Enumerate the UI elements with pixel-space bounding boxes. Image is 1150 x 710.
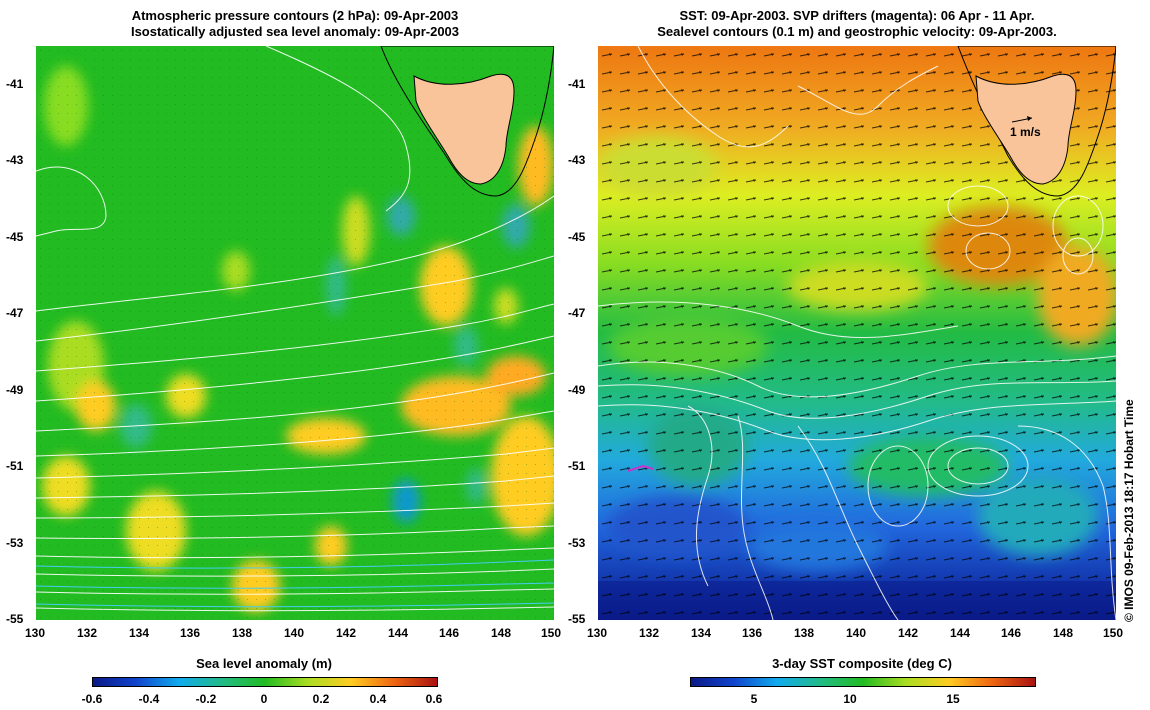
cyan-contours bbox=[36, 559, 554, 608]
lon-tick: 134 bbox=[129, 626, 150, 640]
lon-tick: 134 bbox=[691, 626, 712, 640]
left-title: Atmospheric pressure contours (2 hPa): 0… bbox=[36, 8, 554, 40]
colorbar-tick: -0.2 bbox=[195, 692, 217, 706]
sst-map: 1 m/s bbox=[598, 46, 1116, 620]
sealevel-contours bbox=[598, 46, 1116, 620]
lon-tick: 148 bbox=[1053, 626, 1074, 640]
colorbar-tick: 0.2 bbox=[312, 692, 330, 706]
lon-tick: 130 bbox=[25, 626, 46, 640]
colorbar-tick: 10 bbox=[843, 692, 857, 706]
velocity-scale-label: 1 m/s bbox=[1010, 125, 1041, 139]
colorbar-tick: 5 bbox=[750, 692, 758, 706]
lon-tick: 146 bbox=[439, 626, 460, 640]
lat-tick: -41 bbox=[568, 77, 586, 91]
lon-tick: 144 bbox=[950, 626, 971, 640]
right-title-line2: Sealevel contours (0.1 m) and geostrophi… bbox=[657, 24, 1057, 39]
velocity-scale-arrow bbox=[1011, 116, 1033, 123]
lon-tick: 138 bbox=[232, 626, 253, 640]
left-title-line2: Isostatically adjusted sea level anomaly… bbox=[130, 24, 460, 39]
left-title-line1: Atmospheric pressure contours (2 hPa): 0… bbox=[131, 8, 459, 23]
lat-tick: -41 bbox=[6, 77, 24, 91]
tasmania-coastline-outline bbox=[380, 46, 554, 197]
lon-tick: 142 bbox=[336, 626, 357, 640]
lon-tick: 140 bbox=[284, 626, 305, 640]
lat-tick: -47 bbox=[568, 306, 586, 320]
lon-tick: 132 bbox=[639, 626, 660, 640]
lat-tick: -49 bbox=[6, 383, 24, 397]
sst-svg bbox=[598, 46, 1116, 620]
lon-tick: 138 bbox=[794, 626, 815, 640]
colorbar-tick: 0 bbox=[260, 692, 268, 706]
lon-tick: 136 bbox=[742, 626, 763, 640]
colorbar-tick: 15 bbox=[946, 692, 960, 706]
left-colorbar-title: Sea level anomaly (m) bbox=[196, 656, 332, 671]
colorbar-tick: 0.6 bbox=[425, 692, 443, 706]
right-title: SST: 09-Apr-2003. SVP drifters (magenta)… bbox=[598, 8, 1116, 40]
lon-tick: 148 bbox=[491, 626, 512, 640]
lat-tick: -53 bbox=[568, 536, 586, 550]
lat-tick: -49 bbox=[568, 383, 586, 397]
lon-tick: 130 bbox=[587, 626, 608, 640]
lat-tick: -51 bbox=[568, 459, 586, 473]
sst-colorbar bbox=[690, 677, 1036, 687]
lat-tick: -43 bbox=[6, 153, 24, 167]
lon-tick: 144 bbox=[388, 626, 409, 640]
tasmania-land bbox=[413, 73, 515, 185]
sea-level-colorbar bbox=[92, 677, 438, 687]
lat-tick: -43 bbox=[568, 153, 586, 167]
lat-tick: -53 bbox=[6, 536, 24, 550]
pressure-contours bbox=[36, 46, 554, 612]
svp-drifter-track bbox=[627, 464, 654, 472]
lon-tick: 146 bbox=[1001, 626, 1022, 640]
lon-tick: 150 bbox=[541, 626, 562, 640]
lat-tick: -45 bbox=[6, 230, 24, 244]
lat-tick: -55 bbox=[6, 612, 24, 626]
sea-level-anomaly-map bbox=[36, 46, 554, 620]
tasmania-land bbox=[975, 73, 1077, 185]
imos-credit: © IMOS 09-Feb-2013 18:17 Hobart Time bbox=[1122, 399, 1136, 622]
lon-tick: 136 bbox=[180, 626, 201, 640]
right-colorbar-title: 3-day SST composite (deg C) bbox=[772, 656, 952, 671]
lat-tick: -45 bbox=[568, 230, 586, 244]
right-title-line1: SST: 09-Apr-2003. SVP drifters (magenta)… bbox=[679, 8, 1035, 23]
colorbar-tick: -0.6 bbox=[81, 692, 103, 706]
lon-tick: 150 bbox=[1103, 626, 1124, 640]
colorbar-tick: -0.4 bbox=[138, 692, 160, 706]
lat-tick: -47 bbox=[6, 306, 24, 320]
lat-tick: -51 bbox=[6, 459, 24, 473]
colorbar-tick: 0.4 bbox=[369, 692, 387, 706]
lat-tick: -55 bbox=[568, 612, 586, 626]
lon-tick: 140 bbox=[846, 626, 867, 640]
sea-level-anomaly-svg bbox=[36, 46, 554, 620]
lon-tick: 132 bbox=[77, 626, 98, 640]
lon-tick: 142 bbox=[898, 626, 919, 640]
